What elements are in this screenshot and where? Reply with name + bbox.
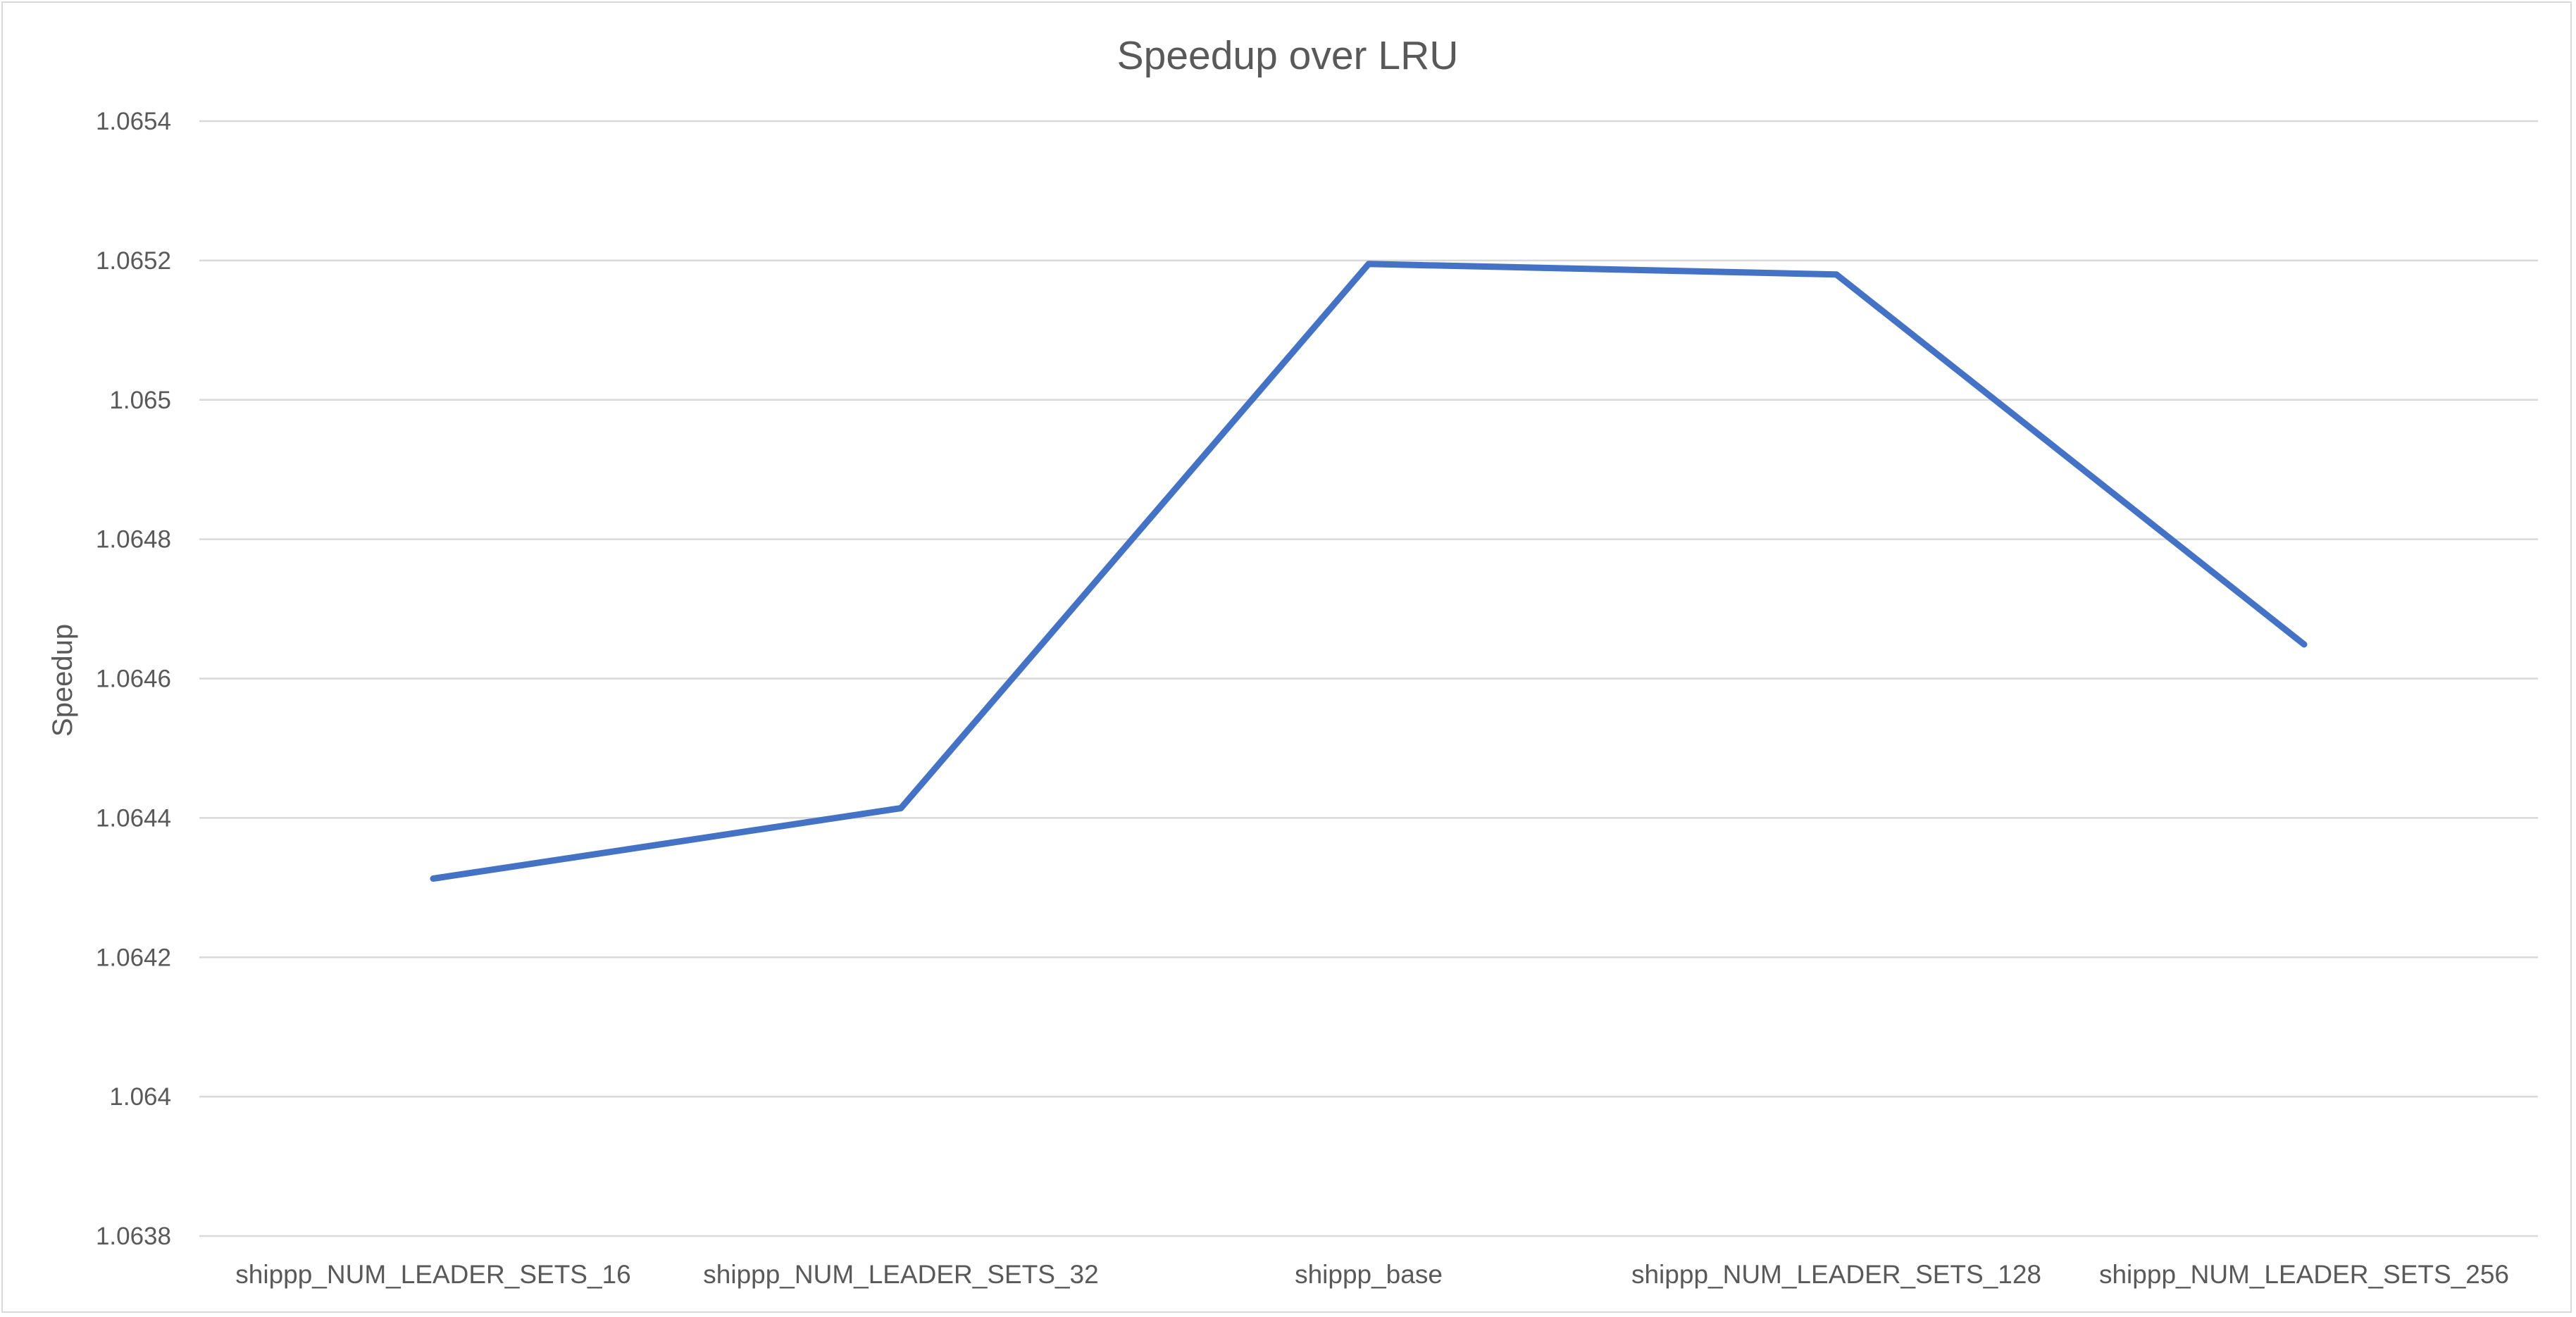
y-tick-label: 1.064 [109,1083,171,1111]
series-layer [430,261,2308,882]
x-tick-label: shippp_base [1295,1260,1443,1289]
y-tick-label: 1.0652 [96,247,171,275]
chart-title: Speedup over LRU [1117,33,1459,78]
series-line-0 [430,261,2308,882]
y-tick-label: 1.0646 [96,666,171,693]
y-axis-label: Speedup [47,624,78,737]
x-tick-label: shippp_NUM_LEADER_SETS_128 [1631,1260,2041,1289]
x-tick-label: shippp_NUM_LEADER_SETS_256 [2099,1260,2509,1289]
y-tick-label: 1.0654 [96,108,171,135]
y-tick-label: 1.0642 [96,944,171,971]
x-tick-label: shippp_NUM_LEADER_SETS_32 [703,1260,1098,1289]
y-tick-label: 1.0638 [96,1223,171,1250]
x-tick-label: shippp_NUM_LEADER_SETS_16 [235,1260,630,1289]
y-axis-ticks: 1.0638 1.064 1.0642 1.0644 1.0646 1.0648 1.065… [96,108,171,1250]
gridlines [199,120,2538,1237]
y-tick-label: 1.065 [109,387,171,414]
x-axis-ticks: shippp_NUM_LEADER_SETS_16 shippp_NUM_LEAD… [235,1260,2509,1289]
y-tick-label: 1.0644 [96,804,171,832]
y-tick-label: 1.0648 [96,526,171,554]
